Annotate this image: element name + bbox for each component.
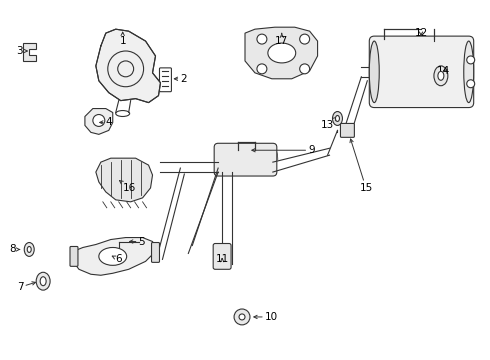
Circle shape [467,80,475,88]
Ellipse shape [99,247,127,265]
Circle shape [257,64,267,74]
Circle shape [234,309,250,325]
Ellipse shape [434,66,448,86]
Circle shape [467,56,475,64]
Text: 15: 15 [350,139,372,193]
Circle shape [257,34,267,44]
Polygon shape [245,27,318,79]
Ellipse shape [333,112,343,125]
Ellipse shape [336,116,340,121]
Text: 9: 9 [252,145,315,155]
FancyBboxPatch shape [70,247,78,266]
Text: 1: 1 [120,32,126,46]
Text: 11: 11 [216,255,229,264]
Ellipse shape [369,41,379,103]
Text: 14: 14 [437,66,450,76]
Text: 13: 13 [321,117,337,130]
Ellipse shape [40,277,46,286]
Polygon shape [96,158,152,202]
Polygon shape [96,29,161,103]
Text: 8: 8 [10,244,20,255]
Text: 6: 6 [112,255,122,264]
FancyBboxPatch shape [341,123,354,137]
Text: 2: 2 [174,74,187,84]
Ellipse shape [27,247,31,252]
FancyBboxPatch shape [151,243,159,262]
Circle shape [239,314,245,320]
Text: 12: 12 [415,28,428,38]
Polygon shape [73,238,155,275]
Ellipse shape [24,243,34,256]
Polygon shape [85,109,113,134]
Circle shape [300,64,310,74]
FancyBboxPatch shape [213,243,231,269]
Text: 7: 7 [17,282,35,292]
Circle shape [300,34,310,44]
Ellipse shape [268,43,295,63]
Text: 4: 4 [99,117,112,127]
Ellipse shape [36,272,50,290]
Text: 5: 5 [129,237,145,247]
Polygon shape [23,43,36,61]
Circle shape [93,114,105,126]
FancyBboxPatch shape [214,143,277,176]
Text: 10: 10 [254,312,278,322]
Text: 16: 16 [120,181,136,193]
Ellipse shape [464,41,474,103]
Ellipse shape [438,71,444,80]
Text: 17: 17 [275,33,289,46]
FancyBboxPatch shape [369,36,474,108]
Text: 3: 3 [17,46,27,56]
